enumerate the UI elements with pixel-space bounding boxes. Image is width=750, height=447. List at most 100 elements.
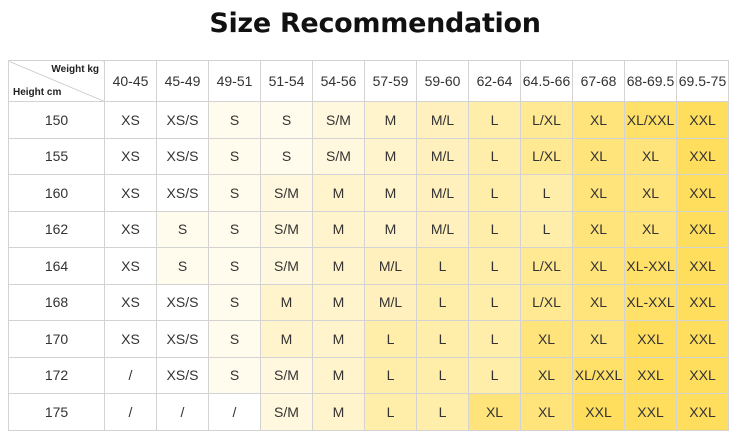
height-row-header: 160 bbox=[8, 174, 105, 212]
size-cell: XS bbox=[104, 174, 157, 212]
size-cell: S/M bbox=[260, 210, 313, 248]
size-cell: XS bbox=[104, 320, 157, 358]
size-cell: S bbox=[208, 137, 261, 175]
size-cell: M bbox=[364, 137, 417, 175]
size-cell: M bbox=[260, 283, 313, 321]
size-cell: M/L bbox=[416, 210, 469, 248]
weight-column-header: 67-68 bbox=[572, 60, 625, 102]
size-cell: XS/S bbox=[156, 174, 209, 212]
table-row: 150 XS XS/S S S S/M M M/L L L/XL XL XL/XXL XXL bbox=[8, 101, 729, 139]
size-cell: XL bbox=[572, 283, 625, 321]
weight-column-header: 54-56 bbox=[312, 60, 365, 102]
size-cell: XL bbox=[624, 174, 677, 212]
size-cell: L bbox=[468, 320, 521, 358]
weight-column-header: 69.5-75 bbox=[676, 60, 729, 102]
size-cell: M bbox=[364, 174, 417, 212]
size-cell: L bbox=[416, 320, 469, 358]
size-cell: XXL bbox=[676, 101, 729, 139]
size-cell: S/M bbox=[312, 101, 365, 139]
size-cell: L bbox=[468, 283, 521, 321]
table-row: 162 XS S S S/M M M M/L L L XL XL XXL bbox=[8, 210, 729, 248]
size-cell: XL bbox=[572, 137, 625, 175]
size-cell: S bbox=[156, 247, 209, 285]
page-title: Size Recommendation bbox=[209, 8, 541, 39]
size-cell: XXL bbox=[676, 320, 729, 358]
table-row: 168 XS XS/S S M M M/L L L L/XL XL XL-XXL XXL bbox=[8, 283, 729, 321]
size-cell: XS bbox=[104, 210, 157, 248]
size-cell: L bbox=[416, 247, 469, 285]
size-chart-table: Weight kg Height cm 40-45 45-49 49-51 51-54… bbox=[8, 60, 729, 431]
size-cell: XL/XXL bbox=[624, 101, 677, 139]
size-cell: XXL bbox=[676, 283, 729, 321]
size-cell: XS bbox=[104, 283, 157, 321]
size-cell: M bbox=[312, 356, 365, 394]
size-cell: S bbox=[260, 137, 313, 175]
size-cell: M bbox=[364, 210, 417, 248]
size-cell: S bbox=[208, 283, 261, 321]
size-cell: XXL bbox=[676, 247, 729, 285]
height-row-header: 172 bbox=[8, 356, 105, 394]
size-cell: XS/S bbox=[156, 137, 209, 175]
size-cell: XL bbox=[572, 101, 625, 139]
size-cell: L/XL bbox=[520, 101, 573, 139]
size-cell: L bbox=[468, 356, 521, 394]
weight-column-header: 68-69.5 bbox=[624, 60, 677, 102]
table-row: 160 XS XS/S S S/M M M M/L L L XL XL XXL bbox=[8, 174, 729, 212]
header-row: Weight kg Height cm 40-45 45-49 49-51 51-54… bbox=[8, 60, 729, 102]
size-cell: XL/XXL bbox=[572, 356, 625, 394]
size-cell: L/XL bbox=[520, 283, 573, 321]
size-cell: / bbox=[208, 393, 261, 431]
table-body: 150 XS XS/S S S S/M M M/L L L/XL XL XL/XXL XXL 155 XS X… bbox=[8, 101, 729, 431]
size-cell: S/M bbox=[260, 247, 313, 285]
size-cell: XS bbox=[104, 247, 157, 285]
size-cell: M bbox=[260, 320, 313, 358]
weight-axis-label: Weight kg bbox=[51, 64, 99, 75]
size-cell: L bbox=[468, 174, 521, 212]
height-row-header: 170 bbox=[8, 320, 105, 358]
size-cell: S bbox=[208, 247, 261, 285]
size-cell: XXL bbox=[572, 393, 625, 431]
size-cell: XL bbox=[572, 210, 625, 248]
size-cell: XL-XXL bbox=[624, 283, 677, 321]
weight-column-header: 45-49 bbox=[156, 60, 209, 102]
size-cell: S/M bbox=[260, 356, 313, 394]
size-cell: M/L bbox=[416, 101, 469, 139]
size-cell: M/L bbox=[416, 174, 469, 212]
size-cell: M bbox=[312, 247, 365, 285]
size-cell: S/M bbox=[260, 174, 313, 212]
size-cell: XL bbox=[572, 247, 625, 285]
size-cell: M/L bbox=[416, 137, 469, 175]
height-row-header: 162 bbox=[8, 210, 105, 248]
size-cell: L bbox=[468, 137, 521, 175]
size-cell: L bbox=[468, 210, 521, 248]
size-cell: XXL bbox=[624, 320, 677, 358]
size-cell: L bbox=[416, 283, 469, 321]
size-cell: XL bbox=[624, 210, 677, 248]
size-cell: XXL bbox=[676, 393, 729, 431]
weight-column-header: 49-51 bbox=[208, 60, 261, 102]
size-cell: L bbox=[416, 393, 469, 431]
size-cell: M/L bbox=[364, 247, 417, 285]
size-cell: S bbox=[260, 101, 313, 139]
size-cell: L/XL bbox=[520, 247, 573, 285]
size-cell: XS bbox=[104, 101, 157, 139]
height-axis-label: Height cm bbox=[13, 87, 62, 98]
size-cell: M bbox=[312, 393, 365, 431]
size-cell: XS/S bbox=[156, 356, 209, 394]
size-cell: S/M bbox=[260, 393, 313, 431]
size-cell: XS/S bbox=[156, 320, 209, 358]
size-cell: S bbox=[208, 101, 261, 139]
weight-column-header: 40-45 bbox=[104, 60, 157, 102]
weight-column-header: 64.5-66 bbox=[520, 60, 573, 102]
size-cell: XL bbox=[520, 393, 573, 431]
size-cell: L/XL bbox=[520, 137, 573, 175]
size-cell: XL bbox=[624, 137, 677, 175]
height-row-header: 175 bbox=[8, 393, 105, 431]
size-cell: XXL bbox=[676, 356, 729, 394]
size-cell: L bbox=[364, 320, 417, 358]
size-cell: L bbox=[520, 210, 573, 248]
size-cell: XXL bbox=[676, 174, 729, 212]
size-cell: XL bbox=[468, 393, 521, 431]
size-cell: L bbox=[468, 101, 521, 139]
size-cell: XL bbox=[572, 320, 625, 358]
